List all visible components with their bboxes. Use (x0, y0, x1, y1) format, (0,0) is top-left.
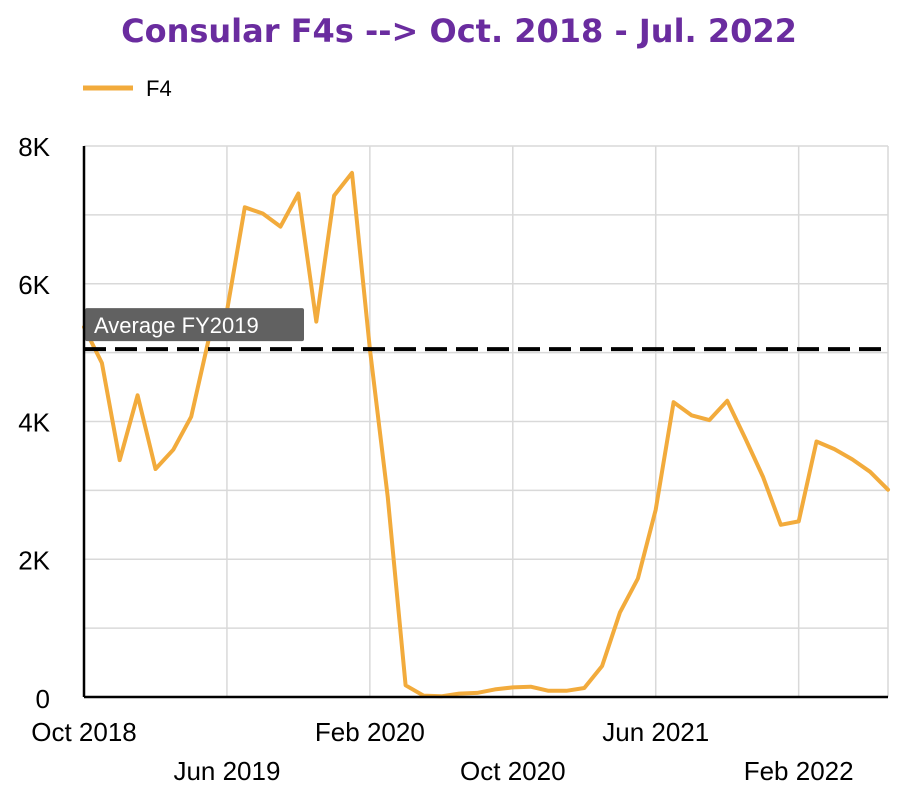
x-tick-label: Oct 2020 (460, 756, 566, 786)
y-tick-labels: 0 2K 4K 6K 8K (18, 132, 50, 714)
legend-label-f4: F4 (146, 76, 172, 101)
x-tick-labels: Oct 2018 Jun 2019 Feb 2020 Oct 2020 Jun 2021… (31, 717, 853, 786)
annotation-box (85, 308, 304, 342)
series-f4 (82, 170, 890, 699)
y-tick-label: 6K (18, 270, 50, 300)
chart-title: Consular F4s --> Oct. 2018 - Jul. 2022 (121, 12, 797, 50)
x-tick-label: Feb 2020 (315, 717, 425, 747)
x-tick-label: Jun 2021 (602, 717, 709, 747)
y-tick-label: 4K (18, 408, 50, 438)
x-tick-label: Feb 2022 (744, 756, 854, 786)
axes (82, 146, 888, 699)
reference-line-group: Average FY2019 (84, 308, 888, 352)
y-tick-label: 0 (36, 684, 50, 714)
horizontal-gridlines (84, 145, 888, 629)
y-tick-label: 8K (18, 132, 50, 162)
x-tick-label: Jun 2019 (173, 756, 280, 786)
series-line-f4 (82, 170, 890, 699)
x-tick-label: Oct 2018 (31, 717, 137, 747)
y-tick-label: 2K (18, 545, 50, 575)
annotation-label: Average FY2019 (94, 313, 259, 338)
legend: F4 (83, 76, 172, 101)
